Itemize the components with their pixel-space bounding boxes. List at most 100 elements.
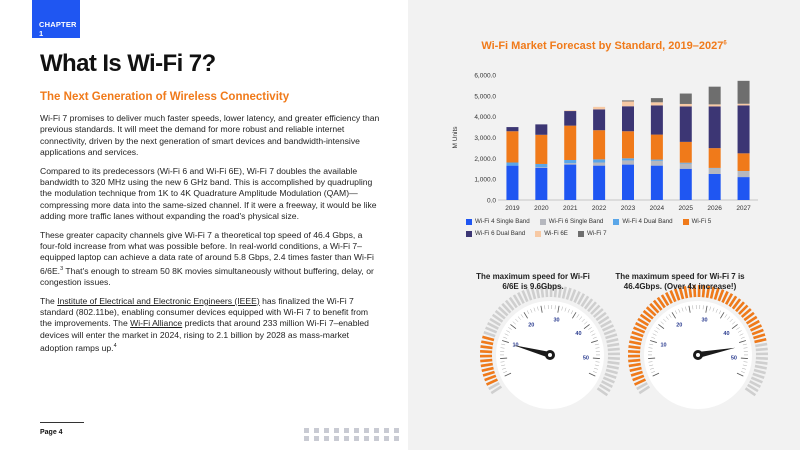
gauge-ring-tick <box>525 288 533 301</box>
gauge-scale-tick <box>500 361 505 363</box>
body-text: Wi-Fi 7 promises to deliver much faster … <box>40 113 380 362</box>
bar-segment <box>650 102 663 106</box>
gauge-level-tick <box>652 299 663 311</box>
gauge-level-tick <box>480 358 493 363</box>
gauge-scale-tick <box>530 308 533 313</box>
gauge-level-tick <box>724 293 734 305</box>
gauge-level-tick <box>637 317 649 327</box>
bar-segment <box>679 168 692 200</box>
paragraph-4: The Institute of Electrical and Electron… <box>40 296 380 354</box>
x-tick-label: 2020 <box>534 205 549 212</box>
bar-segment <box>679 162 692 164</box>
gauge-scale-tick <box>557 305 560 313</box>
decorative-dot <box>304 436 309 441</box>
legend-swatch <box>682 218 689 225</box>
bar-segment <box>679 103 692 107</box>
footnote-ref-3[interactable]: 3 <box>60 265 64 272</box>
gauge-scale-tick <box>526 310 530 315</box>
gauge-level-tick <box>717 289 725 302</box>
legend-swatch <box>466 230 472 237</box>
gauge-scale-tick <box>736 327 740 330</box>
gauge-level-tick <box>633 326 646 334</box>
gauge-scale-tick <box>517 316 521 320</box>
chart-title: Wi-Fi Market Forecast by Standard, 2019–… <box>408 40 800 52</box>
gauge-scale-tick <box>715 308 718 313</box>
gauge-scale-tick <box>592 371 597 374</box>
bar-segment <box>650 160 663 166</box>
gauge-ring-tick <box>750 376 763 384</box>
footnote-ref-4[interactable]: 4 <box>113 342 117 349</box>
gauge-level-tick <box>735 301 745 313</box>
gauge-ring-tick <box>601 380 613 388</box>
gauge-scale-tick <box>742 364 747 367</box>
gauge-ring-tick <box>553 285 558 298</box>
legend-label: Wi-Fi 7 <box>586 230 607 237</box>
y-tick-label: 0.0 <box>487 198 496 205</box>
gauge-scale-tick <box>652 372 660 377</box>
gauge-scale-tick <box>671 312 676 319</box>
gauge-scale-tick <box>503 371 508 374</box>
gauge-level-tick <box>728 295 738 308</box>
gauge-ring-tick <box>603 328 616 336</box>
gauge-scale-tick <box>663 318 667 323</box>
wifi-alliance-link[interactable]: Wi-Fi Alliance <box>130 318 183 329</box>
gauge-ring-tick <box>607 356 620 360</box>
gauge-scale-tick <box>504 333 509 336</box>
bar-segment <box>708 104 721 107</box>
decorative-dot <box>344 428 349 433</box>
bar-segment <box>622 106 634 132</box>
bar-segment <box>593 130 606 160</box>
paragraph-3-text: These greater capacity channels give Wi-… <box>40 229 374 276</box>
gauge-level-tick <box>628 345 641 350</box>
gauge-scale-tick <box>709 306 711 311</box>
gauge-scale-tick <box>649 364 654 367</box>
gauge-level-tick <box>669 290 677 303</box>
bar-segment <box>737 171 750 178</box>
decorative-dot <box>334 428 339 433</box>
bar-segment <box>564 111 577 126</box>
decorative-dot <box>334 436 339 441</box>
legend-label: Wi-Fi 5 <box>691 218 712 225</box>
gauge-ring-tick <box>540 285 545 298</box>
gauge-tick-label: 40 <box>723 331 729 337</box>
gauge-scale-tick <box>736 372 744 377</box>
legend-label: Wi-Fi 4 Dual Band <box>622 218 673 225</box>
gauge-ring-tick <box>587 301 597 313</box>
gauge-scale-tick <box>502 340 509 343</box>
decorative-dot <box>394 428 399 433</box>
gauge-tick-label: 20 <box>528 322 534 328</box>
gauge-scale-tick <box>595 347 600 349</box>
gauge-level-tick <box>656 296 666 309</box>
gauge-ring-tick <box>600 319 612 329</box>
x-tick-label: 2019 <box>505 205 520 212</box>
gauge-scale-tick <box>724 314 728 318</box>
gauge-hub-center <box>548 353 552 357</box>
gauge-level-tick <box>683 286 689 299</box>
paragraph-4-text: The <box>40 295 58 306</box>
gauge-level-tick <box>628 358 641 363</box>
legend-item: Wi-Fi 6E <box>535 230 568 237</box>
chart-legend: Wi-Fi 4 Single Band Wi-Fi 6 Single Band Wi… <box>466 218 786 242</box>
legend-item: Wi-Fi 7 <box>577 230 607 237</box>
gauge-scale-tick <box>523 312 528 319</box>
ieee-link[interactable]: Institute of Electrical and Electronic E… <box>57 295 260 306</box>
gauge-scale-tick <box>540 305 543 313</box>
y-axis-label: M Units <box>452 126 459 149</box>
gauge-scale-tick <box>678 308 681 313</box>
gauge-scale-tick <box>742 343 747 346</box>
gauge-level-tick <box>660 294 670 306</box>
gauge-scale-tick <box>588 372 596 377</box>
legend-label: Wi-Fi 6 Single Band <box>548 218 604 225</box>
gauge-tick-label: 10 <box>660 343 666 349</box>
gauge-scale-tick <box>731 324 738 330</box>
decorative-dot <box>344 436 349 441</box>
bar-segment <box>535 124 548 135</box>
gauge-level-tick <box>481 366 494 373</box>
decorative-dot <box>394 436 399 441</box>
gauge-ring-tick <box>605 333 618 340</box>
gauge-ring-tick <box>576 293 586 305</box>
gauge-level-tick <box>632 374 645 382</box>
decorative-dot <box>374 428 379 433</box>
legend-swatch <box>613 218 620 225</box>
